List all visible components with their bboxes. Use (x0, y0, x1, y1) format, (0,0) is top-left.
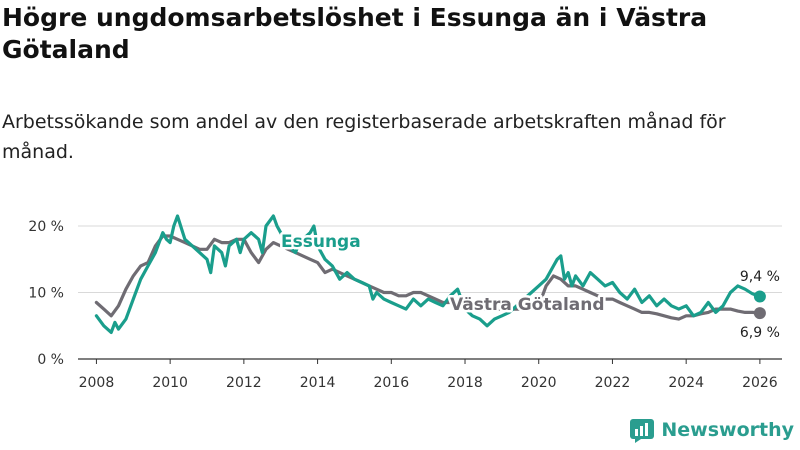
series-labels: Essunga Västra Götaland 9,4 % 6,9 % (279, 230, 780, 342)
end-value-label: 9,4 % (740, 269, 780, 285)
series-name-label: Västra Götaland (450, 295, 605, 315)
series-lines (94, 214, 766, 334)
x-tick-label: 2022 (595, 375, 631, 391)
end-value-label: 6,9 % (740, 325, 780, 341)
y-tick-label: 20 % (28, 219, 64, 235)
y-tick-label: 10 % (28, 286, 64, 302)
series-line-essunga (94, 214, 762, 334)
x-tick-label: 2026 (742, 375, 778, 391)
x-tick-label: 2018 (447, 375, 483, 391)
series-line-vastra-gotaland (94, 234, 762, 321)
x-tick-label: 2008 (79, 375, 115, 391)
end-point-vastra-gotaland (753, 307, 766, 320)
chart-subtitle: Arbetssökande som andel av den registerb… (2, 111, 726, 163)
chart-title: Högre ungdomsarbetslöshet i Essunga än i… (2, 3, 708, 64)
x-tick-label: 2012 (226, 375, 262, 391)
gridlines (78, 225, 782, 360)
newsworthy-logo[interactable]: Newsworthy (629, 414, 794, 446)
series-name-label: Essunga (281, 232, 361, 252)
x-tick-label: 2010 (152, 375, 188, 391)
axes: 0 % 10 % 20 % 2008 2010 2012 2014 2016 2018 2020 2… (28, 219, 777, 391)
x-tick-label: 2020 (521, 375, 557, 391)
newsworthy-logo-text: Newsworthy (661, 419, 794, 441)
end-point-essunga (753, 290, 766, 303)
newsworthy-logo-icon (630, 419, 655, 443)
x-tick-label: 2014 (300, 375, 336, 391)
x-tick-label: 2024 (668, 375, 704, 391)
y-tick-label: 0 % (37, 352, 64, 368)
x-tick-label: 2016 (373, 375, 409, 391)
